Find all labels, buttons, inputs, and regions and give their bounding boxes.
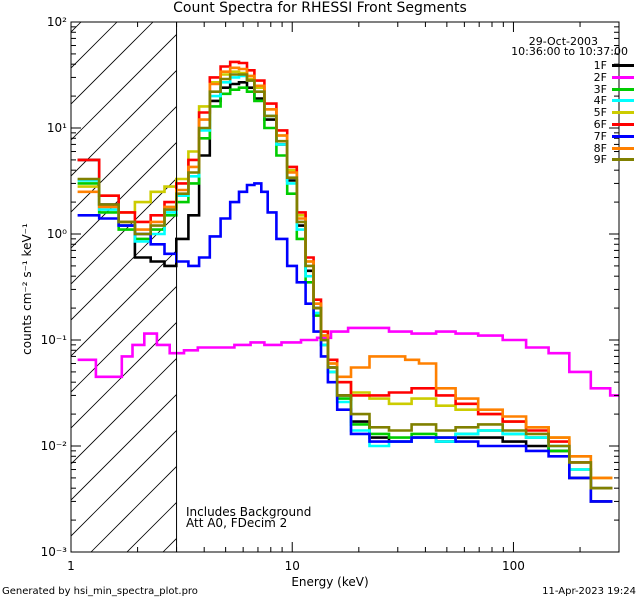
date-label: 29-Oct-2003: [528, 35, 598, 48]
legend-entry: 3F: [583, 82, 634, 96]
x-tick-label: 100: [502, 559, 525, 573]
hatch-line: [71, 429, 177, 537]
legend-swatch: [612, 158, 634, 162]
legend-swatch: [612, 123, 634, 126]
hatch-line: [71, 249, 177, 357]
legend-entry: 7F: [583, 129, 634, 143]
legend-label: 3F: [593, 82, 607, 96]
legend-entry: 1F: [583, 59, 634, 72]
axis-ticks: 1 10 100 10⁻³ 10⁻² 10⁻¹ 10⁰ 10¹ 10²: [41, 15, 620, 573]
footer-generator: Generated by hsi_min_spectra_plot.pro: [2, 586, 198, 597]
hatch-line: [71, 177, 177, 285]
series-8F: [77, 66, 613, 480]
hatch-line: [71, 69, 177, 177]
series-6F: [77, 60, 613, 490]
plot-frame: [70, 21, 620, 553]
hatch-line: [71, 321, 177, 429]
legend-entry: 4F: [583, 94, 634, 108]
hatch-line: [71, 393, 177, 501]
x-tick-label: 10: [285, 559, 300, 573]
y-axis-label: counts cm⁻² s⁻¹ keV⁻¹: [20, 223, 34, 355]
legend-entry: 5F: [583, 106, 634, 120]
legend-swatch: [612, 75, 634, 79]
legend-swatch: [612, 87, 634, 91]
series-2F: [77, 326, 619, 397]
hatch-line: [71, 22, 118, 69]
time-range-label: 10:36:00 to 10:37:00: [511, 45, 628, 58]
legend-entry: 9F: [583, 153, 634, 167]
y-tick-label: 10⁻²: [41, 439, 68, 453]
hatch-line: [71, 213, 177, 321]
legend-label: 1F: [593, 59, 607, 72]
legend-entry: 8F: [583, 141, 634, 155]
hatch-line: [126, 501, 177, 552]
legend-entry: 6F: [583, 118, 634, 131]
hatch-line: [71, 33, 177, 141]
hatch-line: [90, 465, 177, 552]
hatch-line: [71, 141, 177, 249]
y-tick-label: 10⁻¹: [41, 333, 68, 347]
annotation-attenuator: Att A0, FDecim 2: [186, 516, 288, 530]
hatch-line: [71, 285, 177, 393]
x-tick-label: 1: [67, 559, 75, 573]
legend-swatch: [612, 146, 634, 150]
legend-swatch: [612, 134, 634, 138]
legend-label: 4F: [593, 94, 607, 108]
series-5F: [77, 70, 613, 480]
x-axis-label: Energy (keV): [291, 575, 369, 589]
annotation-background: Includes Background: [186, 505, 312, 519]
y-tick-label: 10²: [47, 15, 67, 29]
legend-label: 6F: [593, 118, 607, 131]
hatch-line: [71, 105, 177, 213]
hatched-region: [0, 22, 640, 552]
legend-label: 7F: [593, 129, 607, 143]
legend-label: 8F: [593, 141, 607, 155]
legend-label: 5F: [593, 106, 607, 120]
y-tick-label: 10⁰: [47, 227, 67, 241]
hatch-line: [71, 22, 82, 33]
legend-swatch: [612, 64, 634, 67]
chart-title: Count Spectra for RHESSI Front Segments: [173, 0, 467, 16]
legend-label: 2F: [593, 70, 607, 84]
hatch-line: [0, 22, 9, 552]
series-layer: [77, 60, 619, 503]
legend-swatch: [612, 99, 634, 103]
y-tick-label: 10¹: [47, 121, 67, 135]
legend-label: 9F: [593, 153, 607, 167]
hatch-line: [235, 22, 640, 552]
y-tick-label: 10⁻³: [41, 545, 68, 559]
legend-swatch: [612, 111, 634, 115]
footer-timestamp: 11-Apr-2023 19:24: [542, 586, 636, 597]
legend-entry: 2F: [583, 70, 634, 84]
